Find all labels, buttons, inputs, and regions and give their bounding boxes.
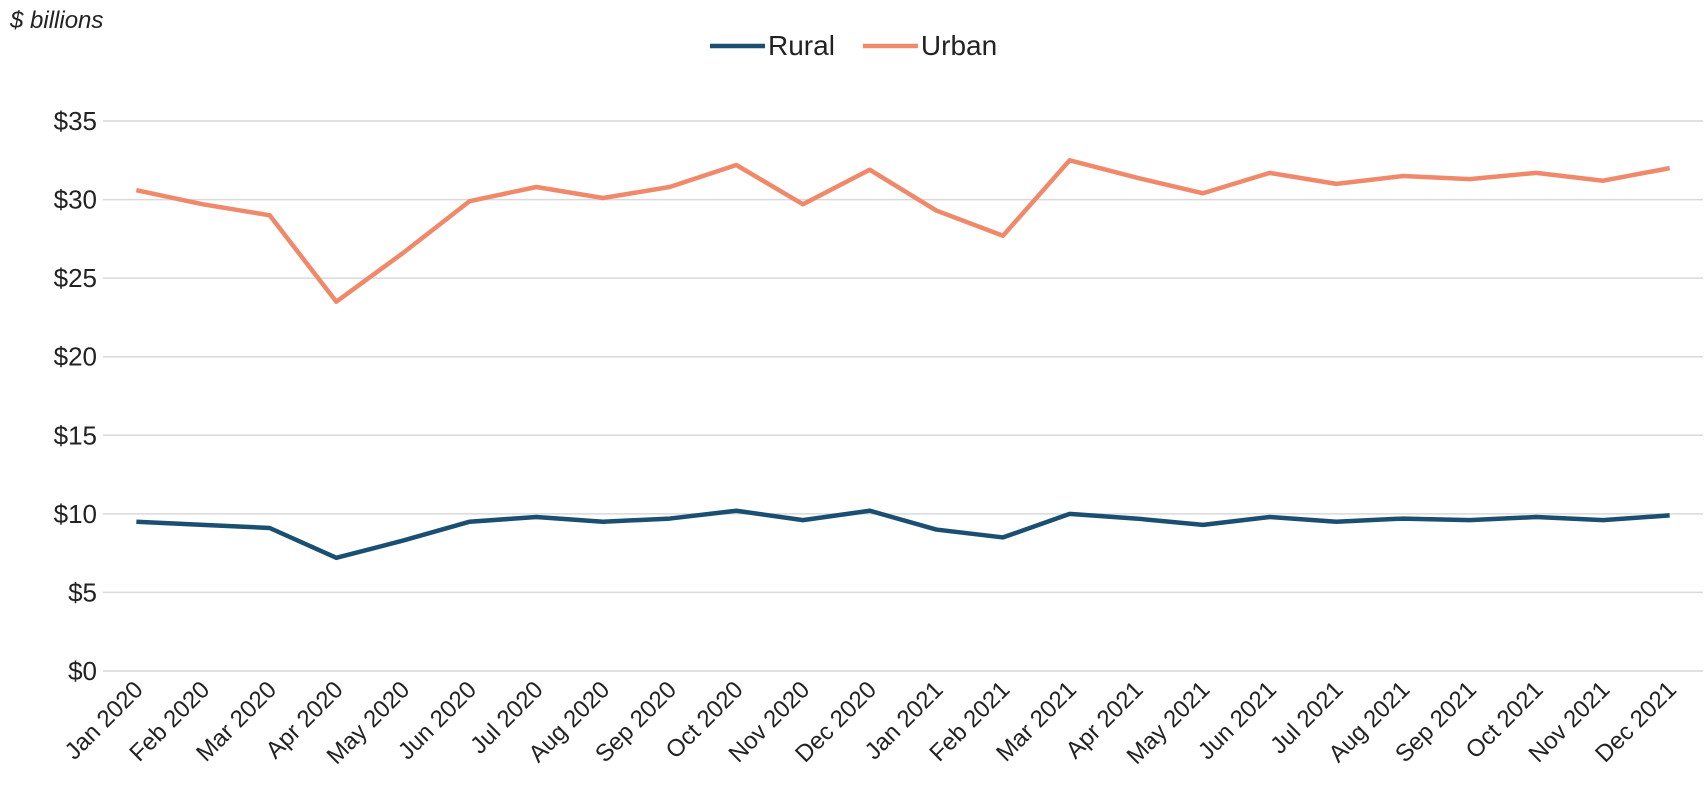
y-tick-label: $35 xyxy=(54,106,97,136)
legend-label: Urban xyxy=(921,30,997,61)
legend-label: Rural xyxy=(768,30,835,61)
y-tick-label: $15 xyxy=(54,420,97,450)
line-series xyxy=(135,158,1671,304)
y-tick-label: $25 xyxy=(54,263,97,293)
y-axis-label: $ billions xyxy=(9,7,103,34)
line-series xyxy=(136,508,1670,561)
y-tick-label: $5 xyxy=(68,577,97,607)
y-tick-label: $20 xyxy=(54,342,97,372)
legend: Rural Urban xyxy=(710,30,997,61)
y-tick-label: $10 xyxy=(54,499,97,529)
y-tick-label: $30 xyxy=(54,185,97,215)
y-tick-label: $0 xyxy=(68,656,97,686)
